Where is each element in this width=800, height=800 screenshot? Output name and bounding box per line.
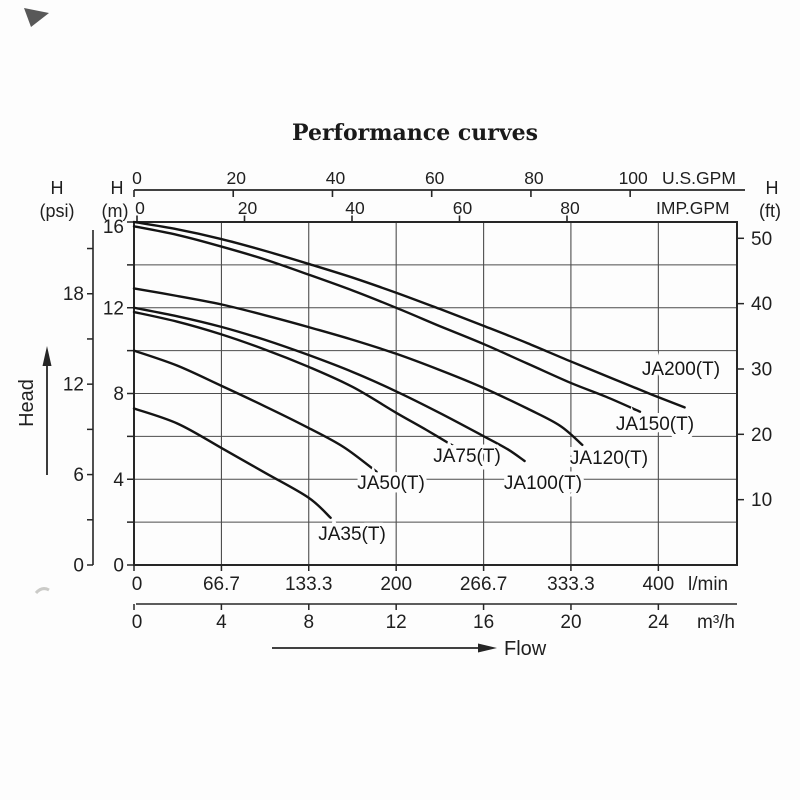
m3h-tick-label: 12 <box>386 612 407 633</box>
us-gpm-tick-label: 100 <box>619 168 648 188</box>
lmin-tick-label: 200 <box>380 574 412 595</box>
scan-artifact-bottom-left <box>34 587 50 595</box>
imp-gpm-tick-label: 20 <box>238 198 258 218</box>
head-ft-tick-label: 10 <box>751 490 772 511</box>
curve-label-JA35T: JA35(T) <box>318 524 386 545</box>
head-ft-tick-label: 50 <box>751 229 772 250</box>
curve-label-JA120T: JA120(T) <box>570 448 648 469</box>
curve-JA35T <box>132 407 332 519</box>
curve-JA75T <box>132 310 457 449</box>
us-gpm-tick-label: 60 <box>425 168 445 188</box>
lmin-tick-label: 266.7 <box>460 574 508 595</box>
lmin-tick-label: 66.7 <box>203 574 240 595</box>
lmin-tick-label: 133.3 <box>285 574 333 595</box>
head-psi-tick-label: 6 <box>73 465 84 486</box>
page-title: Performance curves <box>292 120 538 146</box>
us-gpm-tick-label: 80 <box>524 168 544 188</box>
m3h-tick-label: 8 <box>303 612 314 633</box>
curve-label-JA150T: JA150(T) <box>616 414 694 435</box>
us-gpm-unit-label: U.S.GPM <box>662 168 736 188</box>
head-ft-tick-label: 40 <box>751 294 772 315</box>
lmin-unit-label: l/min <box>688 574 728 595</box>
m3h-tick-label: 4 <box>216 612 227 633</box>
imp-gpm-tick-label: 0 <box>135 198 145 218</box>
m3h-tick-label: 20 <box>560 612 581 633</box>
m3h-unit-label: m³/h <box>697 612 735 633</box>
head-psi-tick-label: 18 <box>63 284 84 305</box>
curve-JA50T <box>132 349 378 473</box>
head-psi-unit: (psi) <box>40 201 75 221</box>
imp-gpm-tick-label: 40 <box>345 198 365 218</box>
curve-label-JA75T: JA75(T) <box>433 446 501 467</box>
curve-label-JA200T: JA200(T) <box>642 359 720 380</box>
head-m-tick-label: 12 <box>103 298 124 319</box>
head-ft-unit: (ft) <box>759 201 781 221</box>
us-gpm-tick-label: 0 <box>132 168 142 188</box>
head-m-header: H <box>111 178 124 198</box>
head-m-tick-label: 8 <box>113 384 124 405</box>
m3h-tick-label: 0 <box>132 612 143 633</box>
head-psi-tick-label: 12 <box>63 375 84 396</box>
imp-gpm-tick-label: 60 <box>453 198 473 218</box>
flow-arrow-head <box>478 643 497 653</box>
head-arrow-head <box>42 346 52 366</box>
m3h-tick-label: 16 <box>473 612 494 633</box>
head-m-unit: (m) <box>102 201 129 221</box>
curve-JA120T <box>132 287 584 447</box>
curve-JA200T <box>132 220 686 409</box>
curve-label-JA50T: JA50(T) <box>357 473 425 494</box>
m3h-tick-label: 24 <box>648 612 670 633</box>
us-gpm-tick-label: 40 <box>326 168 346 188</box>
head-ft-header: H <box>766 178 779 198</box>
scan-artifact-top-left <box>24 8 49 27</box>
imp-gpm-tick-label: 80 <box>560 198 580 218</box>
flow-axis-label: Flow <box>504 638 547 660</box>
lmin-tick-label: 333.3 <box>547 574 595 595</box>
head-m-tick-label: 16 <box>103 217 124 238</box>
head-m-tick-label: 4 <box>113 470 124 491</box>
head-m-tick-label: 0 <box>113 556 124 577</box>
head-axis-label: Head <box>16 379 38 427</box>
us-gpm-tick-label: 20 <box>226 168 246 188</box>
curve-JA150T <box>132 225 642 413</box>
lmin-tick-label: 400 <box>642 574 674 595</box>
head-ft-tick-label: 30 <box>751 359 772 380</box>
curve-label-JA100T: JA100(T) <box>504 473 582 494</box>
head-psi-tick-label: 0 <box>73 556 84 577</box>
curve-JA100T <box>132 306 526 463</box>
head-ft-tick-label: 20 <box>751 425 772 446</box>
imp-gpm-unit-label: IMP.GPM <box>656 198 730 218</box>
head-psi-header: H <box>51 178 64 198</box>
lmin-tick-label: 0 <box>132 574 143 595</box>
